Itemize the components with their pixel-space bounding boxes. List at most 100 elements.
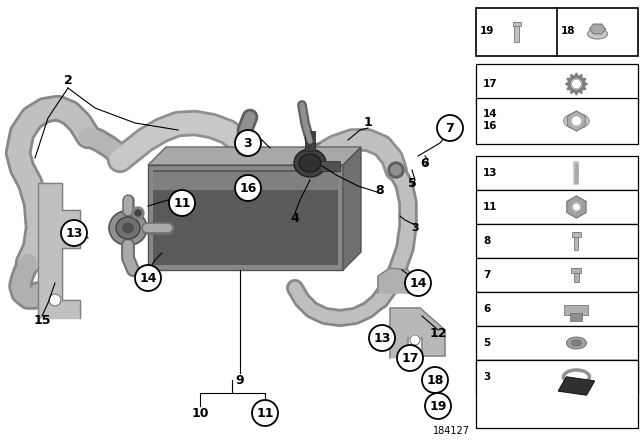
Text: 12: 12 [429,327,447,340]
Circle shape [49,294,61,306]
Polygon shape [390,308,445,358]
Circle shape [169,190,195,216]
Text: 6: 6 [483,304,490,314]
Text: 10: 10 [191,406,209,419]
Bar [513,22,520,26]
Circle shape [572,203,580,211]
Ellipse shape [122,223,134,233]
Circle shape [61,220,87,246]
Text: 14: 14 [483,109,498,119]
Bar [575,164,579,182]
Bar [572,232,581,237]
Circle shape [572,117,580,125]
Text: 13: 13 [373,332,390,345]
Text: 11: 11 [173,197,191,210]
Bar [476,64,638,104]
Circle shape [236,138,254,156]
Text: 17: 17 [483,79,498,89]
Polygon shape [38,183,80,318]
Circle shape [391,165,401,175]
Circle shape [369,325,395,351]
Ellipse shape [588,29,607,39]
Circle shape [135,210,141,216]
Text: 16: 16 [239,181,257,194]
Ellipse shape [572,340,582,346]
Text: 9: 9 [236,374,244,387]
Text: 18: 18 [426,374,444,387]
Bar [570,313,582,321]
Bar [575,232,579,250]
Circle shape [405,270,431,296]
Text: 14: 14 [140,271,157,284]
Bar [476,224,638,258]
Ellipse shape [563,113,589,129]
Text: 5: 5 [408,177,417,190]
Ellipse shape [566,337,586,349]
Bar [153,170,338,265]
Bar [476,98,638,144]
Polygon shape [589,24,605,34]
Text: 2: 2 [63,73,72,86]
Text: 7: 7 [445,121,454,134]
Ellipse shape [299,154,321,172]
Polygon shape [148,147,361,165]
Text: 3: 3 [244,137,252,150]
Bar [564,305,588,315]
Bar [153,172,338,190]
Text: 17: 17 [401,352,419,365]
Bar [148,165,343,270]
Bar [320,161,340,171]
Circle shape [252,400,278,426]
Circle shape [397,345,423,371]
Bar [476,360,638,428]
Polygon shape [378,268,415,293]
Circle shape [135,265,161,291]
Circle shape [422,367,448,393]
Circle shape [425,393,451,419]
Text: 13: 13 [483,168,497,178]
Bar [305,131,315,151]
Text: 5: 5 [483,338,490,348]
Bar [476,190,638,224]
Ellipse shape [294,149,326,177]
Bar [514,22,519,42]
Circle shape [572,79,581,89]
Text: 1: 1 [364,116,372,129]
Text: 15: 15 [33,314,51,327]
Text: 3: 3 [483,372,490,382]
Text: 11: 11 [483,202,497,212]
Bar [476,326,638,360]
Ellipse shape [116,217,140,239]
Text: 11: 11 [256,406,274,419]
Polygon shape [343,147,361,270]
Ellipse shape [109,211,147,246]
Polygon shape [566,73,588,95]
Text: 6: 6 [420,156,429,169]
Bar [572,268,582,273]
Circle shape [132,207,144,219]
Text: 16: 16 [483,121,497,131]
Text: 3: 3 [411,223,419,233]
Circle shape [235,130,261,156]
Text: 14: 14 [409,276,427,289]
Text: 18: 18 [561,26,575,36]
Text: 19: 19 [429,400,447,413]
Text: 8: 8 [483,236,490,246]
Bar [476,258,638,292]
Bar [476,156,638,190]
Polygon shape [567,196,586,218]
Circle shape [410,335,420,345]
Text: 7: 7 [483,270,490,280]
Bar [476,360,638,394]
Polygon shape [559,377,595,395]
Bar [476,8,638,56]
Text: 4: 4 [291,211,300,224]
Text: 8: 8 [376,184,384,197]
Circle shape [235,175,261,201]
Polygon shape [568,111,585,131]
Text: 184127: 184127 [433,426,470,436]
Bar [476,292,638,326]
Circle shape [388,162,404,178]
Circle shape [437,115,463,141]
Text: 19: 19 [480,26,494,36]
